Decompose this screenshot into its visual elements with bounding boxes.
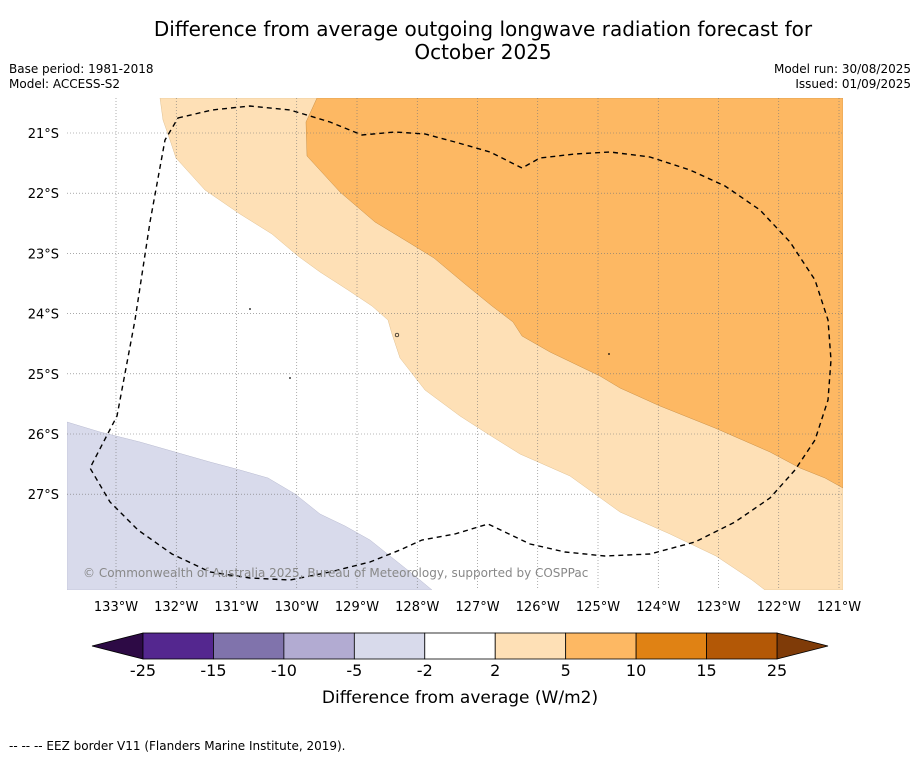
longitude-label: 129°W	[335, 600, 379, 615]
longitude-label: 122°W	[757, 600, 801, 615]
longitude-label: 131°W	[214, 600, 258, 615]
eez-border	[89, 105, 832, 581]
colorbar-tick-label: -10	[271, 661, 297, 680]
colorbar-bin	[424, 632, 496, 660]
longitude-label: 125°W	[576, 600, 620, 615]
island-marker	[394, 332, 400, 338]
colorbar-tick-label: -5	[346, 661, 362, 680]
colorbar-tick-label: 25	[767, 661, 787, 680]
colorbar-tick-label: -15	[200, 661, 226, 680]
base-period: Base period: 1981-2018	[9, 62, 154, 76]
longitude-label: 133°W	[94, 600, 138, 615]
colorbar-tick-label: 10	[626, 661, 646, 680]
longitude-label: 127°W	[455, 600, 499, 615]
colorbar-bin	[635, 632, 707, 660]
colorbar-tick-label: 5	[561, 661, 571, 680]
latitude-label: 27°S	[28, 488, 59, 503]
longitude-label: 124°W	[636, 600, 680, 615]
title-line-1: Difference from average outgoing longwav…	[153, 17, 813, 41]
island-marker	[608, 353, 610, 355]
copyright-notice: © Commonwealth of Australia 2025, Bureau…	[83, 566, 588, 580]
title-line-2: October 2025	[414, 40, 552, 64]
latitude-labels: 21°S 22°S 23°S 24°S 25°S 26°S 27°S	[28, 127, 59, 503]
longitude-label: 130°W	[275, 600, 319, 615]
colorbar-bin	[706, 632, 778, 660]
colorbar-bin	[213, 632, 285, 660]
colorbar-tick-label: 15	[696, 661, 716, 680]
longitude-label: 132°W	[154, 600, 198, 615]
colorbar-tick-label: -2	[417, 661, 433, 680]
colorbar: -25 -15 -10 -5 -2 2 5 10 15 25	[91, 632, 829, 680]
latitude-label: 22°S	[28, 187, 59, 202]
anomaly-region-orange	[305, 98, 843, 489]
colorbar-bin	[283, 632, 355, 660]
graticule	[67, 98, 843, 590]
colorbar-extend-high	[776, 632, 829, 660]
latitude-label: 25°S	[28, 368, 59, 383]
anomaly-region-light-purple	[67, 421, 433, 590]
eez-footnote: -- -- -- EEZ border V11 (Flanders Marine…	[9, 739, 346, 753]
colorbar-tick-label: -25	[130, 661, 156, 680]
island-marker	[289, 377, 291, 379]
colorbar-bin	[565, 632, 637, 660]
colorbar-bin	[353, 632, 426, 660]
longitude-labels: 133°W 132°W 131°W 130°W 129°W 128°W 127°W 126°W…	[94, 600, 861, 615]
island-marker	[249, 308, 251, 310]
longitude-label: 128°W	[395, 600, 439, 615]
colorbar-bin	[494, 632, 567, 660]
latitude-label: 23°S	[28, 247, 59, 262]
longitude-label: 121°W	[817, 600, 861, 615]
model-run: Model run: 30/08/2025	[773, 62, 911, 76]
chart-title: Difference from average outgoing longwav…	[0, 18, 919, 64]
latitude-label: 26°S	[28, 428, 59, 443]
model-name: Model: ACCESS-S2	[9, 77, 121, 91]
map-panel	[67, 98, 843, 590]
colorbar-tick-label: 2	[490, 661, 500, 680]
meta-left: Base period: 1981-2018 Model: ACCESS-S2	[9, 62, 154, 92]
longitude-label: 123°W	[696, 600, 740, 615]
issued-date: Issued: 01/09/2025	[795, 77, 911, 91]
colorbar-extend-low	[91, 632, 144, 660]
longitude-label: 126°W	[516, 600, 560, 615]
meta-right: Model run: 30/08/2025 Issued: 01/09/2025	[774, 62, 911, 92]
latitude-label: 21°S	[28, 127, 59, 142]
latitude-label: 24°S	[28, 308, 59, 323]
colorbar-bin	[142, 632, 214, 660]
colorbar-label: Difference from average (W/m2)	[322, 688, 598, 708]
